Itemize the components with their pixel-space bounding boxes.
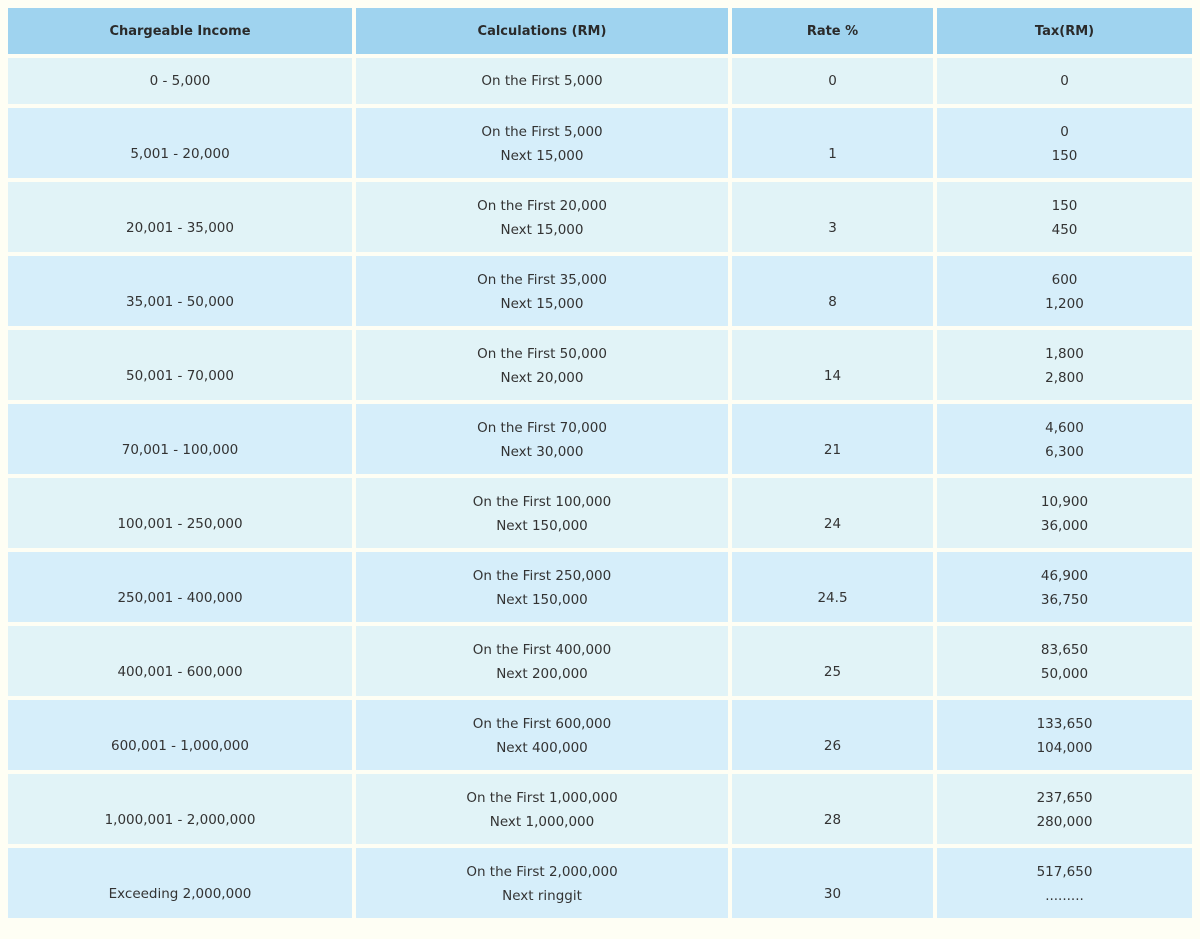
tax-line-next: 50,000: [1040, 666, 1089, 682]
calculation-cell: On the First 600,000 Next 400,000: [356, 700, 728, 770]
income-cell: 600,001 - 1,000,000: [8, 700, 352, 770]
tax-line-first: 4,600: [1045, 420, 1084, 436]
calculation-line-first: On the First 1,000,000: [466, 790, 618, 806]
tax-line-next: 1,200: [1045, 296, 1084, 312]
calculation-cell: On the First 400,000 Next 200,000: [356, 626, 728, 696]
calculation-line-first: On the First 600,000: [472, 716, 612, 732]
tax-line-first: 83,650: [1040, 642, 1089, 658]
tax-cell: 10,900 36,000: [937, 478, 1192, 548]
header-chargeable-income: Chargeable Income: [8, 8, 352, 54]
income-cell: 250,001 - 400,000: [8, 552, 352, 622]
rate-cell: 26: [732, 700, 933, 770]
income-cell: Exceeding 2,000,000: [8, 848, 352, 918]
tax-cell: 150 450: [937, 182, 1192, 252]
rate-cell: 14: [732, 330, 933, 400]
tax-line-next: 280,000: [1036, 814, 1093, 830]
tax-line-first: 150: [1051, 198, 1078, 214]
calculation-line-first: On the First 70,000: [477, 420, 607, 436]
tax-cell: 600 1,200: [937, 256, 1192, 326]
calculation-line-next: Next 15,000: [500, 222, 584, 238]
tax-rate-table: Chargeable Income Calculations (RM) Rate…: [8, 8, 1192, 918]
tax-line-next: 2,800: [1045, 370, 1084, 386]
tax-line-next: 104,000: [1036, 740, 1093, 756]
calculation-cell: On the First 250,000 Next 150,000: [356, 552, 728, 622]
calculation-cell: On the First 5,000 Next 15,000: [356, 108, 728, 178]
rate-cell: 25: [732, 626, 933, 696]
calculation-cell: On the First 70,000 Next 30,000: [356, 404, 728, 474]
tax-line-first: 517,650: [1036, 864, 1093, 880]
calculation-cell: On the First 100,000 Next 150,000: [356, 478, 728, 548]
calculation-cell: On the First 5,000: [356, 58, 728, 104]
calculation-cell: On the First 50,000 Next 20,000: [356, 330, 728, 400]
rate-cell: 21: [732, 404, 933, 474]
tax-line-first: 10,900: [1040, 494, 1089, 510]
tax-line-first: 0: [1060, 124, 1069, 140]
tax-line-first: 600: [1051, 272, 1078, 288]
calculation-line-first: On the First 20,000: [477, 198, 607, 214]
tax-line-first: 1,800: [1045, 346, 1084, 362]
calculation-line-first: On the First 5,000: [481, 124, 603, 140]
calculation-line-first: On the First 100,000: [472, 494, 612, 510]
tax-cell: 46,900 36,750: [937, 552, 1192, 622]
calculation-line-first: On the First 5,000: [481, 73, 603, 89]
income-cell: 70,001 - 100,000: [8, 404, 352, 474]
calculation-line-next: Next 20,000: [500, 370, 584, 386]
rate-cell: 1: [732, 108, 933, 178]
calculation-line-next: Next 150,000: [496, 518, 588, 534]
rate-cell: 3: [732, 182, 933, 252]
rate-cell: 24.5: [732, 552, 933, 622]
income-cell: 0 - 5,000: [8, 58, 352, 104]
tax-cell: 0: [937, 58, 1192, 104]
income-cell: 400,001 - 600,000: [8, 626, 352, 696]
rate-cell: 24: [732, 478, 933, 548]
rate-cell: 8: [732, 256, 933, 326]
rate-cell: 30: [732, 848, 933, 918]
tax-line-next: 150: [1051, 148, 1078, 164]
calculation-line-next: Next ringgit: [502, 888, 582, 904]
tax-cell: 517,650.........: [937, 848, 1192, 918]
calculation-line-next: Next 15,000: [500, 148, 584, 164]
tax-line-first: 133,650: [1036, 716, 1093, 732]
income-cell: 5,001 - 20,000: [8, 108, 352, 178]
tax-line-next: 450: [1051, 222, 1078, 238]
calculation-line-next: Next 150,000: [496, 592, 588, 608]
calculation-line-next: Next 30,000: [500, 444, 584, 460]
calculation-line-next: Next 400,000: [496, 740, 588, 756]
calculation-line-next: Next 1,000,000: [489, 814, 595, 830]
calculation-line-next: Next 15,000: [500, 296, 584, 312]
tax-line-next: .........: [1045, 888, 1084, 904]
calculation-line-first: On the First 35,000: [477, 272, 607, 288]
tax-cell: 83,650 50,000: [937, 626, 1192, 696]
header-calculations: Calculations (RM): [356, 8, 728, 54]
calculation-line-next: Next 200,000: [496, 666, 588, 682]
income-cell: 20,001 - 35,000: [8, 182, 352, 252]
tax-line-next: 6,300: [1045, 444, 1084, 460]
header-tax: Tax(RM): [937, 8, 1192, 54]
tax-line-first: 46,900: [1040, 568, 1089, 584]
tax-line-first: 237,650: [1036, 790, 1093, 806]
tax-cell: 237,650 280,000: [937, 774, 1192, 844]
calculation-line-first: On the First 2,000,000: [466, 864, 618, 880]
calculation-line-first: On the First 250,000: [472, 568, 612, 584]
tax-cell: 133,650 104,000: [937, 700, 1192, 770]
income-cell: 50,001 - 70,000: [8, 330, 352, 400]
calculation-line-first: On the First 400,000: [472, 642, 612, 658]
calculation-cell: On the First 1,000,000 Next 1,000,000: [356, 774, 728, 844]
tax-cell: 1,800 2,800: [937, 330, 1192, 400]
header-rate: Rate %: [732, 8, 933, 54]
tax-line-first: 0: [1060, 73, 1069, 89]
tax-line-next: 36,750: [1040, 592, 1089, 608]
rate-cell: 28: [732, 774, 933, 844]
tax-line-next: 36,000: [1040, 518, 1089, 534]
income-cell: 100,001 - 250,000: [8, 478, 352, 548]
rate-cell: 0: [732, 58, 933, 104]
income-cell: 1,000,001 - 2,000,000: [8, 774, 352, 844]
tax-cell: 4,600 6,300: [937, 404, 1192, 474]
income-cell: 35,001 - 50,000: [8, 256, 352, 326]
calculation-cell: On the First 20,000 Next 15,000: [356, 182, 728, 252]
calculation-cell: On the First 2,000,000 Next ringgit: [356, 848, 728, 918]
calculation-cell: On the First 35,000 Next 15,000: [356, 256, 728, 326]
calculation-line-first: On the First 50,000: [477, 346, 607, 362]
tax-cell: 0 150: [937, 108, 1192, 178]
